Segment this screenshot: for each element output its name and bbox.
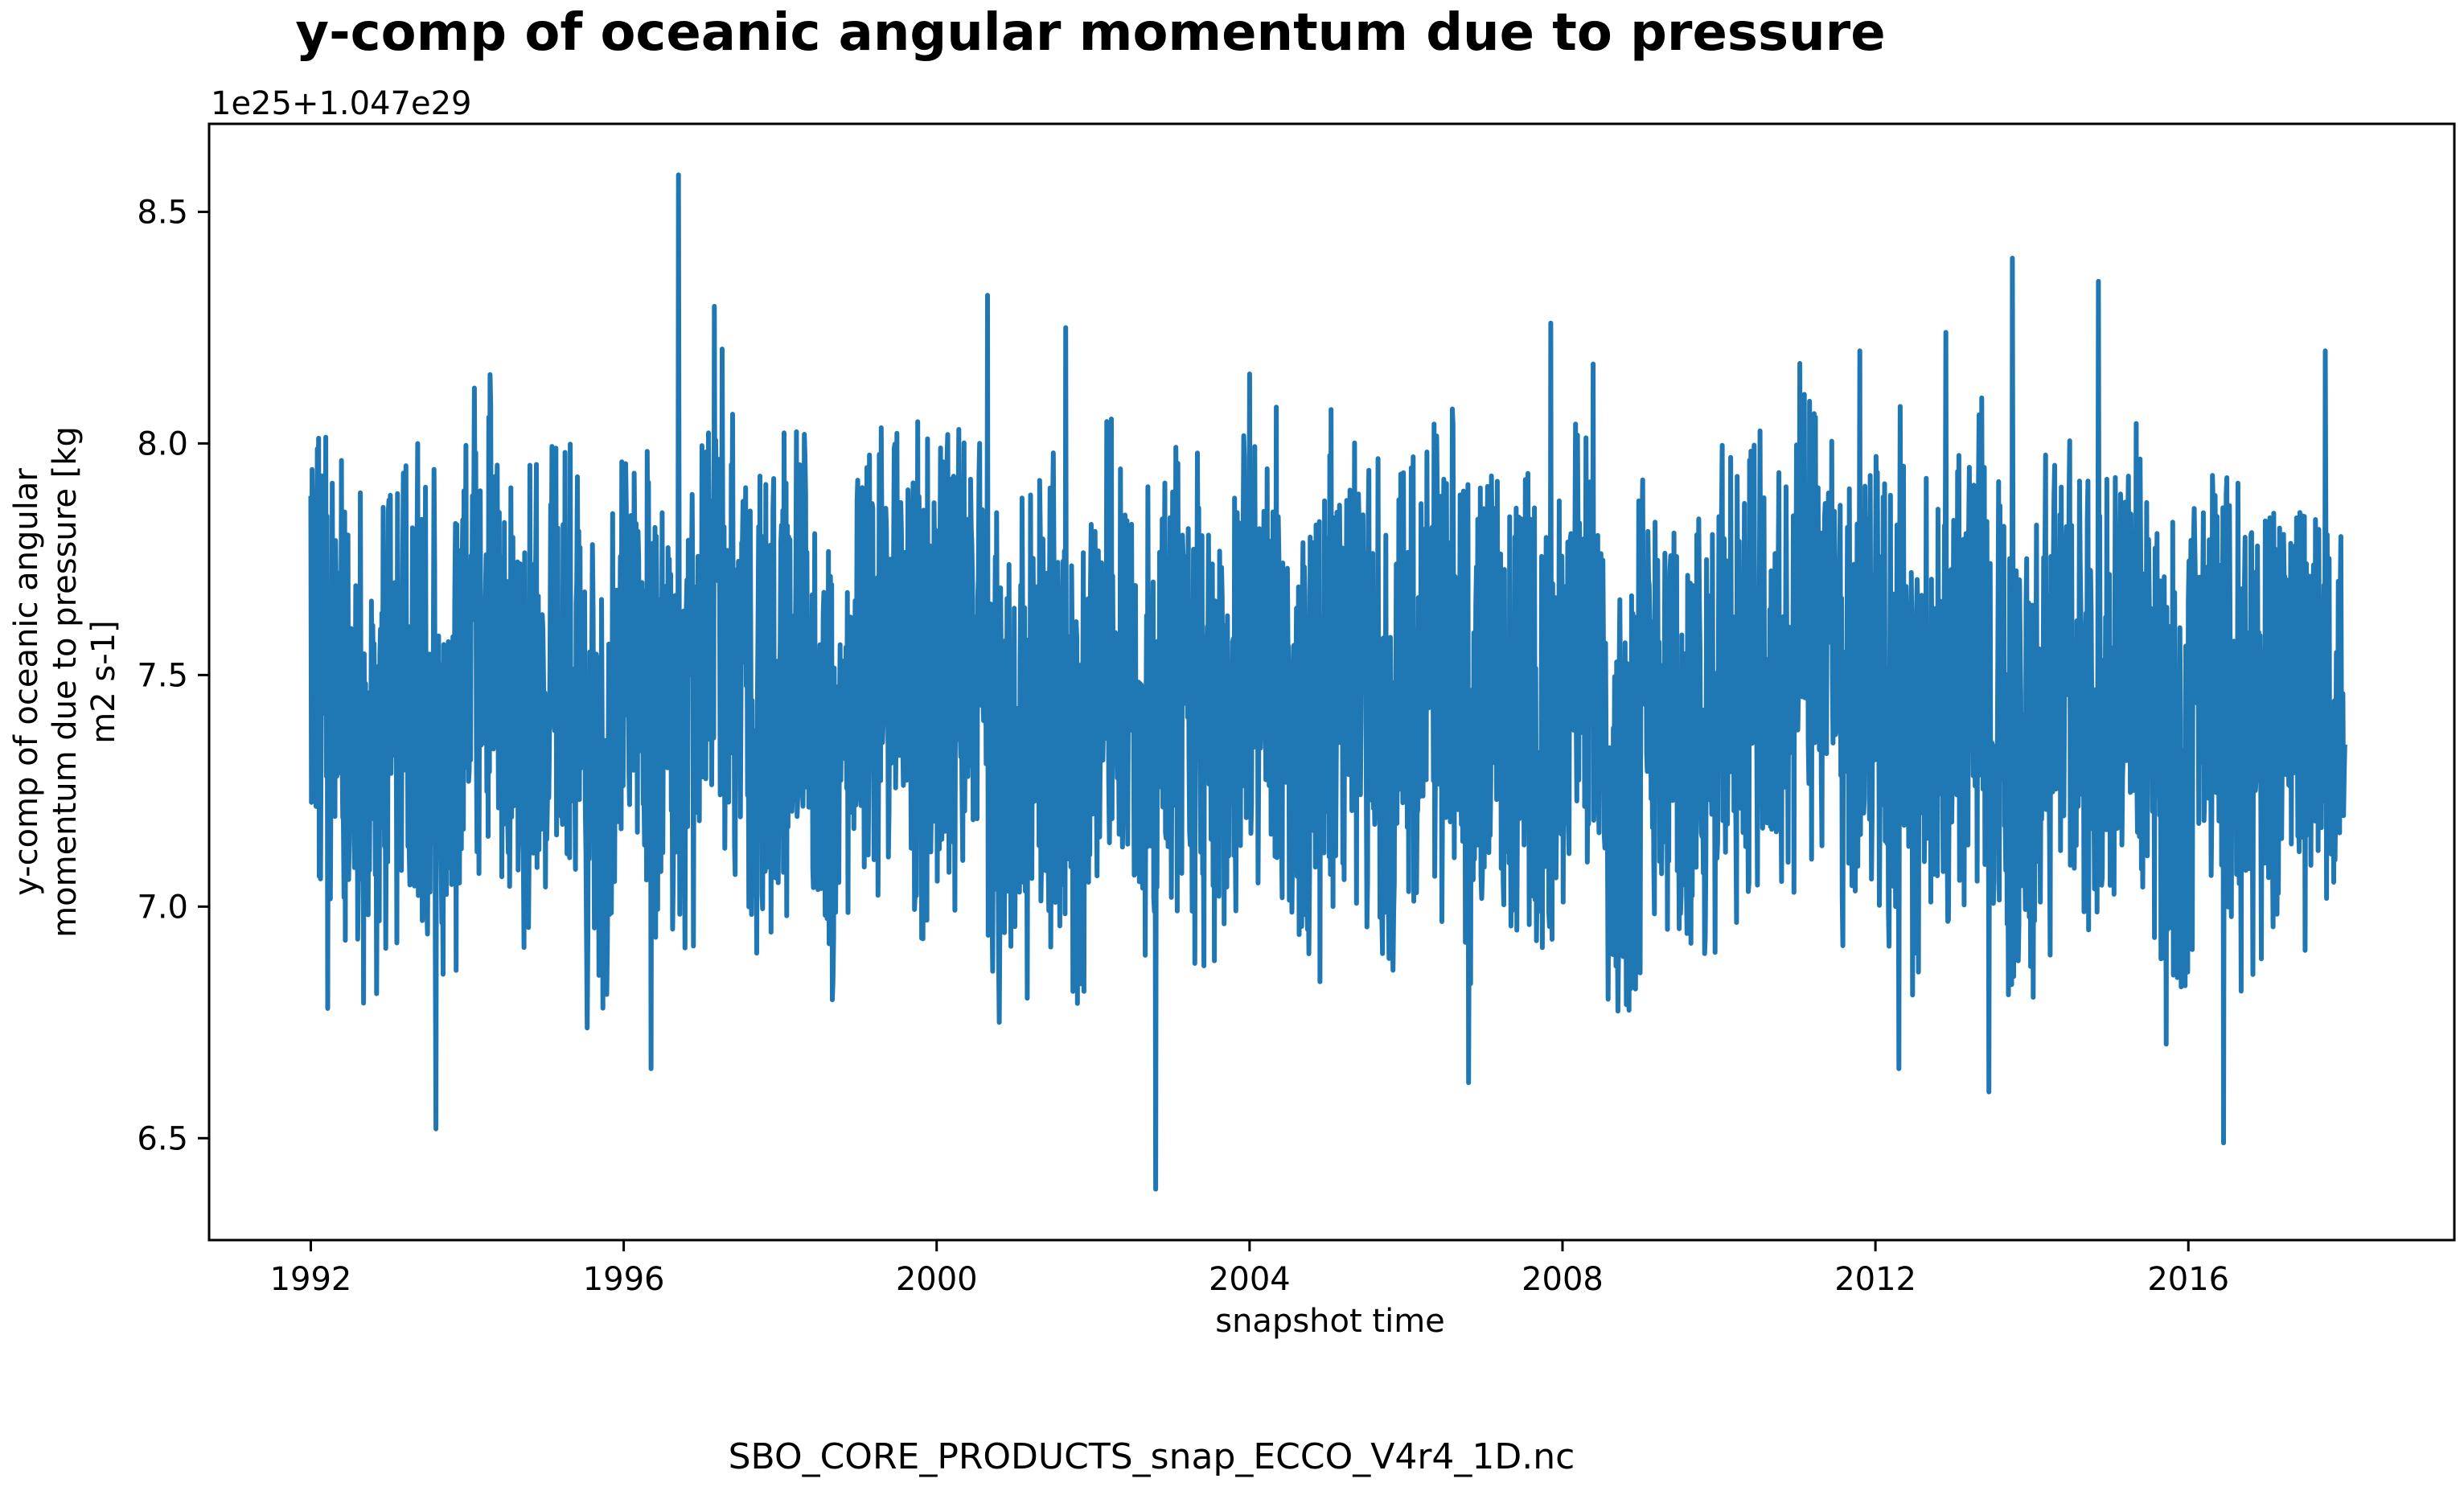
- plot-frame: [207, 122, 2456, 1242]
- y-tick-label: 8.0: [137, 425, 188, 462]
- y-axis: 6.5 7.0 7.5 8.0 8.5: [137, 194, 209, 1157]
- y-axis-label-line-1: y-comp of oceanic angular: [8, 468, 45, 896]
- series-line: [308, 172, 2347, 1192]
- offset-text: 1e25+1.047e29: [211, 85, 472, 122]
- x-tick-label: 1992: [270, 1261, 352, 1298]
- x-tick-label: 2000: [896, 1261, 978, 1298]
- x-axis-label: snapshot time: [1215, 1303, 1445, 1340]
- y-axis-label: y-comp of oceanic angular momentum due t…: [8, 426, 122, 938]
- y-axis-label-line-2: momentum due to pressure [kg: [47, 426, 84, 938]
- x-axis: 1992 1996 2000 2004 2008 2012 2016: [270, 1240, 2229, 1298]
- y-axis-label-line-3: m2 s-1]: [85, 620, 122, 743]
- x-tick-label: 1996: [583, 1261, 665, 1298]
- x-tick-label: 2012: [1834, 1261, 1916, 1298]
- y-tick-label: 8.5: [137, 194, 188, 231]
- y-tick-label: 7.5: [137, 657, 188, 694]
- x-tick-label: 2004: [1209, 1261, 1291, 1298]
- x-tick-label: 2008: [1522, 1261, 1604, 1298]
- footer-filename: SBO_CORE_PRODUCTS_snap_ECCO_V4r4_1D.nc: [728, 1436, 1575, 1477]
- y-tick-label: 6.5: [137, 1120, 188, 1157]
- x-tick-label: 2016: [2147, 1261, 2229, 1298]
- y-tick-label: 7.0: [137, 889, 188, 926]
- chart-title: y-comp of oceanic angular momentum due t…: [295, 3, 1885, 63]
